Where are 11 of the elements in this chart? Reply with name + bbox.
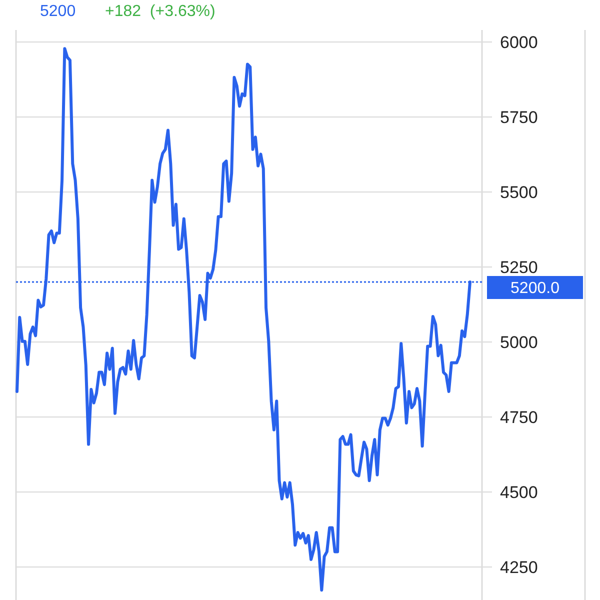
- y-tick-label: 4250: [500, 558, 538, 577]
- y-tick-label: 4500: [500, 482, 538, 502]
- y-tick-label: 6000: [500, 32, 538, 52]
- y-tick-label: 5750: [500, 108, 538, 127]
- ref-line-label: 5200.0: [510, 280, 560, 298]
- text: 5200: [40, 3, 76, 20]
- y-tick-label: 5000: [500, 332, 538, 352]
- y-tick-label: 5250: [500, 258, 538, 277]
- text: +182 (+3.63%): [105, 3, 216, 20]
- y-tick-label: 5500: [500, 182, 538, 202]
- y-tick-label: 4750: [500, 408, 538, 427]
